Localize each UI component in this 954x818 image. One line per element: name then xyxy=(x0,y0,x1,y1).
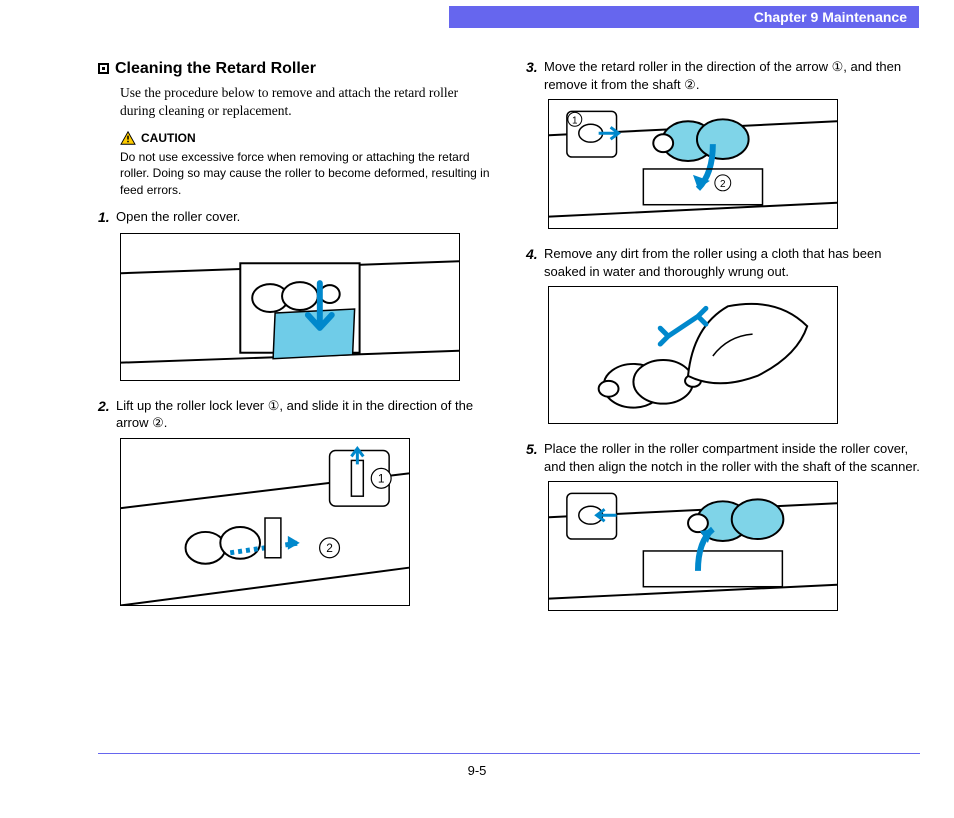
caution-icon xyxy=(120,131,136,145)
footer-rule xyxy=(98,753,920,754)
step-number: 2. xyxy=(98,397,116,432)
figure-2: 1 2 xyxy=(120,438,410,606)
step-3: 3. Move the retard roller in the directi… xyxy=(526,58,920,93)
caution-heading: CAUTION xyxy=(120,130,492,146)
title-bullet-icon xyxy=(98,63,109,74)
svg-text:2: 2 xyxy=(326,541,333,555)
step-text: Remove any dirt from the roller using a … xyxy=(544,245,920,280)
step-text: Move the retard roller in the direction … xyxy=(544,58,920,93)
step-text: Lift up the roller lock lever ①, and sli… xyxy=(116,397,492,432)
step-number: 3. xyxy=(526,58,544,93)
step-number: 5. xyxy=(526,440,544,475)
figure-4 xyxy=(548,286,838,424)
step-number: 4. xyxy=(526,245,544,280)
step-text: Open the roller cover. xyxy=(116,208,492,227)
right-column: 3. Move the retard roller in the directi… xyxy=(526,58,920,627)
svg-text:1: 1 xyxy=(572,115,578,126)
svg-text:1: 1 xyxy=(378,471,385,485)
left-column: Cleaning the Retard Roller Use the proce… xyxy=(98,58,492,627)
chapter-header: Chapter 9 Maintenance xyxy=(449,6,919,28)
caution-label: CAUTION xyxy=(141,130,196,146)
caution-body: Do not use excessive force when removing… xyxy=(120,149,492,198)
title-text: Cleaning the Retard Roller xyxy=(115,60,316,77)
section-title: Cleaning the Retard Roller xyxy=(98,58,492,80)
figure-5 xyxy=(548,481,838,611)
step-number: 1. xyxy=(98,208,116,227)
figure-3: 1 2 xyxy=(548,99,838,229)
step-1: 1. Open the roller cover. xyxy=(98,208,492,227)
figure-1 xyxy=(120,233,460,381)
step-text: Place the roller in the roller compartme… xyxy=(544,440,920,475)
step-2: 2. Lift up the roller lock lever ①, and … xyxy=(98,397,492,432)
svg-text:2: 2 xyxy=(720,179,726,190)
step-4: 4. Remove any dirt from the roller using… xyxy=(526,245,920,280)
page-content: Cleaning the Retard Roller Use the proce… xyxy=(98,58,920,627)
chapter-label: Chapter 9 Maintenance xyxy=(754,9,907,25)
page-number: 9-5 xyxy=(0,763,954,778)
step-5: 5. Place the roller in the roller compar… xyxy=(526,440,920,475)
intro-text: Use the procedure below to remove and at… xyxy=(120,84,492,120)
